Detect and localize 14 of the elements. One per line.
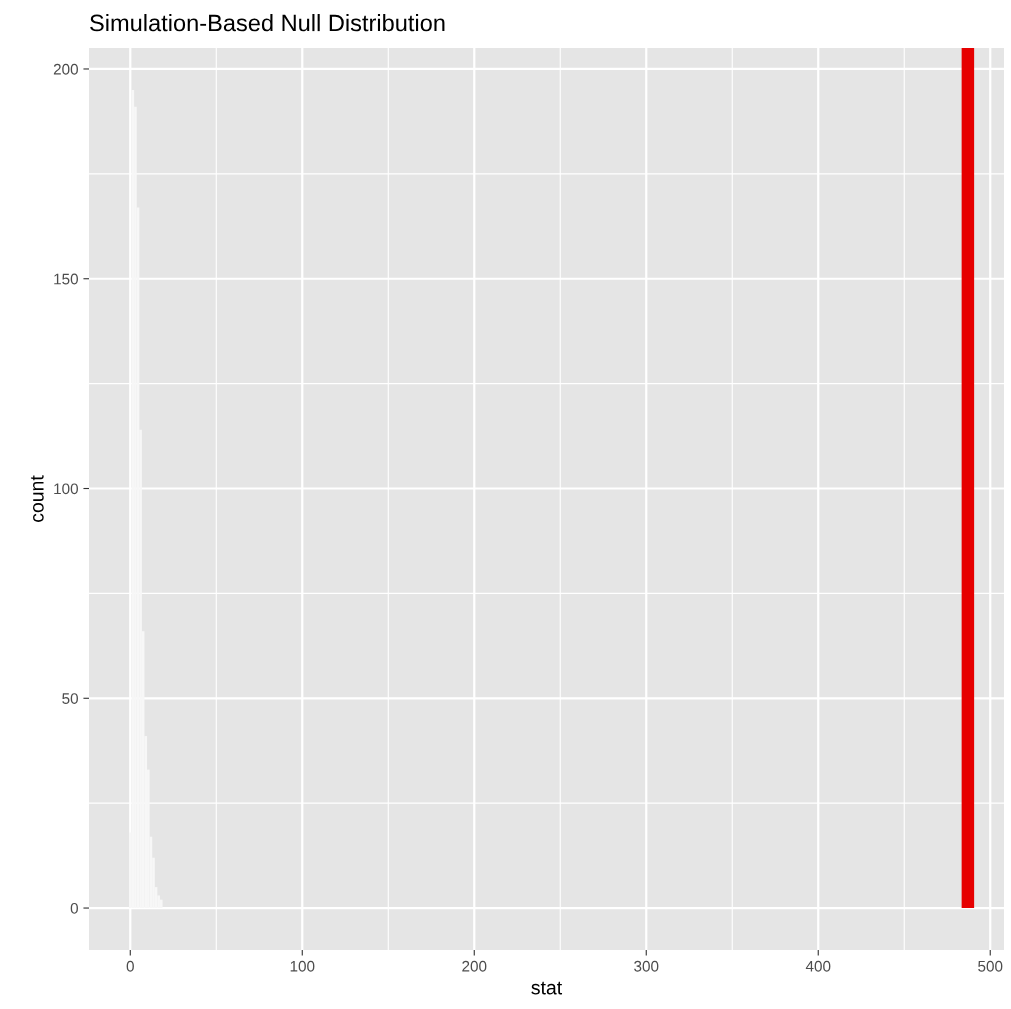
y-tick-label: 100 [54, 483, 78, 495]
chart-title: Simulation-Based Null Distribution [90, 14, 445, 32]
x-tick-label: 100 [290, 960, 315, 972]
x-tick-label: 500 [978, 960, 1003, 972]
y-tick-label: 50 [62, 693, 78, 704]
x-axis-title: stat [531, 981, 563, 995]
x-tick-label: 400 [805, 960, 831, 972]
x-tick-label: 0 [126, 960, 134, 972]
x-tick-label: 200 [462, 960, 487, 972]
y-tick-label: 150 [54, 273, 78, 285]
x-tick-label: 300 [634, 960, 659, 972]
y-tick-label: 0 [70, 902, 78, 914]
y-axis-title: count [30, 475, 44, 522]
y-tick-label: 200 [53, 63, 78, 75]
